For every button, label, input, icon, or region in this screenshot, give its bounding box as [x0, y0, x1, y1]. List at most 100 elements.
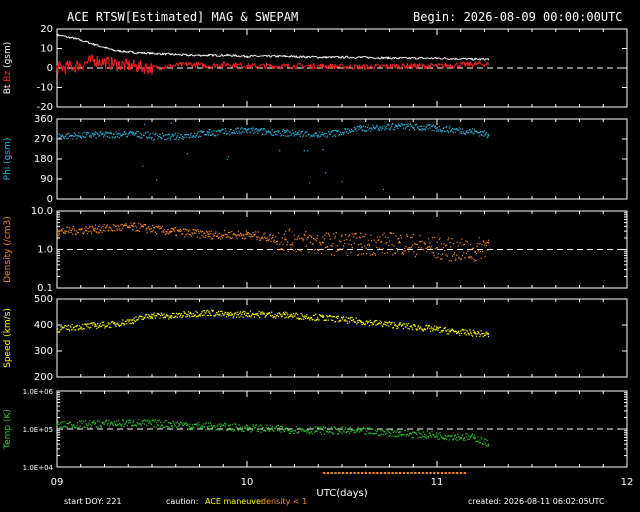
- series-dot-temp: [107, 422, 109, 424]
- series-segment-bz: [67, 63, 70, 70]
- series-dot-speed: [158, 313, 160, 316]
- series-dot-temp: [59, 422, 61, 424]
- series-segment-bz: [193, 62, 195, 65]
- series-dot-phi: [115, 131, 117, 133]
- series-dot-speed: [90, 322, 93, 324]
- series-dot-speed: [178, 312, 180, 315]
- series-dot-speed: [154, 317, 156, 319]
- series-dot-temp: [356, 429, 358, 431]
- series-dot-temp: [474, 438, 476, 440]
- series-dot-density: [164, 229, 166, 231]
- series-dot-density: [398, 237, 400, 240]
- series-dot-temp: [354, 432, 357, 434]
- series-dot-density: [400, 234, 402, 236]
- series-dot-temp: [247, 429, 250, 431]
- series-segment-bt: [59, 34, 62, 36]
- series-dot-density: [131, 224, 133, 227]
- series-dot-density: [135, 230, 137, 232]
- series-dot-phi: [366, 129, 368, 132]
- series-dot-density: [414, 256, 416, 258]
- series-dot-phi: [197, 136, 200, 138]
- series-dot-density: [271, 236, 273, 239]
- series-dot-speed: [369, 319, 371, 322]
- series-dot-temp: [150, 422, 152, 424]
- series-dot-phi: [384, 129, 386, 131]
- series-dot-phi: [146, 137, 148, 139]
- series-dot-speed: [448, 331, 450, 333]
- series-dot-speed: [467, 332, 469, 334]
- series-dot-temp: [149, 420, 151, 422]
- series-segment-bz: [232, 63, 234, 67]
- series-dot-density: [230, 238, 232, 240]
- series-dot-temp: [301, 430, 303, 432]
- series-dot-temp: [126, 420, 128, 422]
- series-dot-density: [195, 230, 198, 232]
- series-dot-density: [422, 248, 424, 251]
- series-segment-bt: [73, 38, 75, 40]
- series-dot-temp: [313, 431, 315, 433]
- series-dot-density: [376, 246, 378, 249]
- caution-label: caution:: [166, 497, 199, 506]
- series-dot-temp: [393, 435, 395, 437]
- series-dot-density: [450, 260, 452, 262]
- series-dot-speed: [401, 324, 403, 326]
- series-dot-speed: [61, 326, 63, 328]
- series-dot-speed: [392, 327, 395, 329]
- series-dot-temp: [444, 438, 446, 440]
- series-dot-phi: [330, 131, 332, 133]
- series-dot-speed: [298, 318, 300, 320]
- series-dot-phi: [101, 133, 103, 135]
- series-dot-temp: [309, 426, 311, 428]
- series-dot-temp: [372, 433, 375, 435]
- series-dot-density: [197, 230, 200, 233]
- series-dot-density: [314, 239, 316, 241]
- series-dot-density: [163, 231, 165, 233]
- series-dot-temp: [248, 426, 250, 428]
- series-segment-bz: [311, 64, 314, 69]
- series-dot-phi: [58, 133, 61, 135]
- series-dot-phi: [220, 130, 222, 132]
- series-dot-temp: [201, 426, 204, 428]
- series-segment-bt: [395, 57, 398, 59]
- series-dot-temp: [76, 421, 79, 424]
- series-dot-density: [440, 243, 442, 245]
- series-dot-speed: [143, 317, 145, 319]
- series-dot-phi: [452, 131, 454, 133]
- series-segment-bz: [102, 60, 105, 65]
- series-dot-phi: [228, 131, 230, 133]
- series-segment-bz: [350, 67, 353, 70]
- series-dot-density: [88, 231, 90, 233]
- series-dot-temp: [396, 430, 399, 432]
- series-dot-speed: [334, 321, 337, 323]
- series-dot-phi: [184, 134, 186, 136]
- series-dot-phi: [224, 128, 226, 130]
- series-dot-temp: [353, 432, 355, 434]
- series-dot-phi: [417, 126, 419, 128]
- series-dot-density: [376, 236, 379, 238]
- series-dot-speed: [378, 322, 380, 324]
- series-dot-phi: [84, 136, 86, 139]
- series-dot-speed: [214, 315, 216, 317]
- series-segment-bt: [106, 47, 108, 49]
- series-dot-speed: [271, 314, 273, 317]
- series-dot-density: [487, 249, 489, 251]
- series-dot-density: [202, 236, 204, 238]
- series-dot-speed: [465, 334, 468, 336]
- series-dot-density: [402, 253, 404, 255]
- series-dot-density: [357, 254, 359, 256]
- series-dot-temp: [84, 426, 86, 428]
- series-dot-phi: [247, 128, 250, 130]
- series-dot-temp: [253, 427, 256, 429]
- series-dot-temp: [182, 425, 184, 427]
- series-dot-temp: [298, 431, 300, 433]
- series-segment-bt: [327, 56, 330, 58]
- series-dot-speed: [460, 332, 462, 335]
- series-dot-speed: [362, 322, 365, 324]
- series-dot-density: [78, 228, 80, 230]
- series-dot-temp: [98, 426, 100, 428]
- series-dot-speed: [292, 316, 294, 318]
- series-dot-temp: [387, 430, 389, 432]
- series-dot-temp: [414, 432, 416, 434]
- series-dot-phi: [125, 132, 127, 134]
